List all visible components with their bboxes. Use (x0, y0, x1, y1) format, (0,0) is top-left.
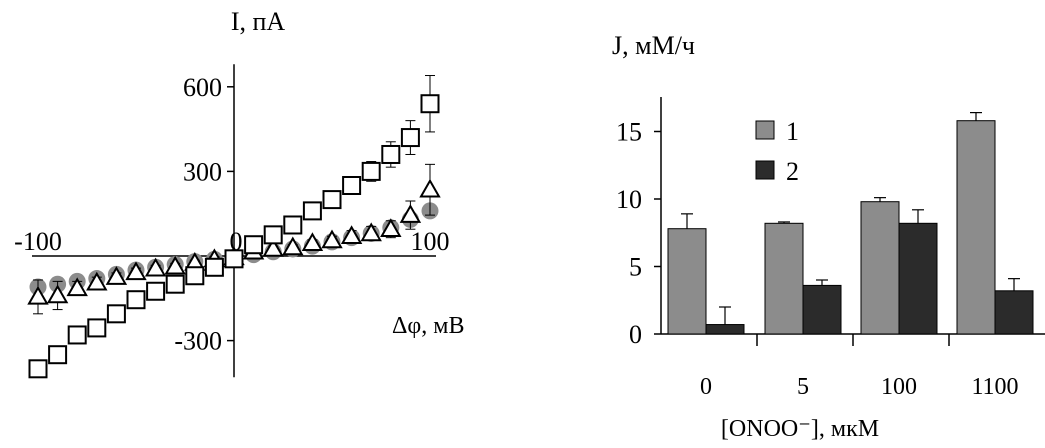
y-axis-label: J, мМ/ч (612, 31, 695, 60)
x-axis-label: [ONOO⁻], мкМ (721, 416, 879, 442)
triangle-point (86, 271, 108, 291)
y-tick-label: 600 (183, 73, 222, 102)
triangle-point (144, 257, 167, 277)
square-point (28, 359, 48, 379)
triangle-point (419, 178, 441, 198)
square-point (146, 281, 166, 301)
legend-label-2: 2 (786, 157, 799, 186)
triangle-point (340, 225, 363, 245)
y-tick-label: 300 (183, 157, 222, 186)
square-point (322, 190, 342, 210)
legend: 1 2 (755, 117, 799, 186)
x-tick-label: 5 (797, 374, 809, 400)
triangle-point (27, 285, 49, 305)
y-axis-ticks (227, 86, 234, 342)
square-point (263, 225, 283, 245)
y-tick-label: 10 (616, 185, 642, 214)
square-point (87, 318, 107, 338)
square-point (302, 201, 322, 221)
triangle-point (105, 266, 128, 285)
data-points (27, 75, 441, 379)
bar (667, 228, 707, 335)
bar (705, 324, 745, 335)
triangle-point (262, 237, 284, 257)
x-tick-label: -100 (14, 227, 62, 256)
x-tick-label: 100 (411, 227, 450, 256)
y-tick-label: 15 (616, 118, 642, 147)
x-axis-label: Δφ, мВ (392, 313, 464, 339)
triangle-point (360, 222, 382, 242)
triangle-point (125, 261, 147, 281)
y-axis-label: I, пА (231, 7, 286, 36)
bar (764, 222, 804, 335)
bars (667, 111, 1034, 335)
square-point (67, 325, 87, 345)
square-point (420, 94, 440, 114)
bar (898, 222, 938, 335)
square-point (185, 266, 205, 286)
square-point (165, 274, 185, 294)
square-point (342, 176, 362, 195)
square-point (204, 257, 224, 277)
square-point (283, 215, 303, 235)
axis-ticks (654, 130, 950, 346)
legend-label-1: 1 (786, 117, 799, 146)
y-tick-label: 5 (629, 253, 642, 282)
square-point (244, 235, 264, 255)
bar (994, 290, 1034, 335)
x-tick-label: 100 (881, 374, 917, 400)
triangle-point (282, 236, 304, 256)
legend-swatch-2 (755, 160, 775, 180)
legend-swatch-1 (755, 120, 775, 140)
triangle-point (380, 218, 402, 237)
y-tick-label: 0 (629, 320, 642, 349)
y-tick-label: -300 (174, 327, 222, 356)
triangle-point (321, 229, 343, 249)
triangle-point (301, 232, 324, 252)
square-point (106, 304, 126, 324)
square-point (361, 161, 381, 181)
bar (802, 284, 842, 335)
square-point (224, 249, 244, 269)
triangle-point (66, 277, 88, 297)
tick-labels: 0 5 10 15 0 5 100 1100 (616, 118, 1019, 401)
square-point (48, 345, 68, 365)
bar (860, 201, 900, 335)
square-point (126, 290, 146, 310)
x-tick-label: 0 (700, 374, 712, 400)
x-tick-label: 1100 (971, 374, 1018, 400)
flux-bar-chart: 0 5 10 15 0 5 100 1100 1 2 J, мМ/ч [ONOO⁻], мкМ (612, 31, 1045, 442)
triangle-point (164, 255, 186, 275)
triangle-point (399, 204, 422, 223)
square-point (381, 144, 401, 164)
bar (956, 120, 996, 335)
triangle-point (46, 284, 69, 304)
square-point (400, 128, 420, 148)
